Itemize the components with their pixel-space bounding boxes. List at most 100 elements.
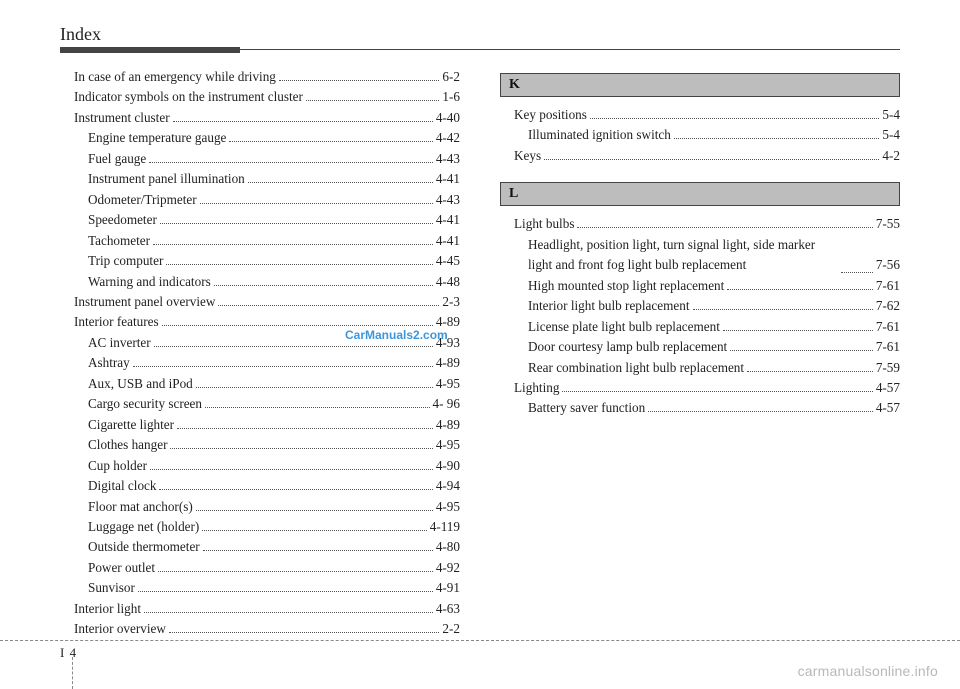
index-entry: Illuminated ignition switch5-4 — [500, 125, 900, 145]
leader-dots — [727, 279, 873, 289]
index-entry-label: Lighting — [514, 378, 559, 398]
index-entry-label: Cargo security screen — [88, 394, 202, 414]
leader-dots — [149, 153, 433, 163]
index-entry-label: Illuminated ignition switch — [528, 125, 671, 145]
index-entry-label: Engine temperature gauge — [88, 128, 226, 148]
index-entry-label: Trip computer — [88, 251, 163, 271]
leader-dots — [590, 109, 880, 119]
index-entry: Warning and indicators4-48 — [60, 272, 460, 292]
index-entry-label: In case of an emergency while driving — [74, 67, 276, 87]
index-entry-page: 4-89 — [436, 353, 460, 373]
index-entry: Cup holder4-90 — [60, 456, 460, 476]
index-entry: Digital clock 4-94 — [60, 476, 460, 496]
index-entry: Key positions5-4 — [500, 105, 900, 125]
index-entry-label: Power outlet — [88, 558, 155, 578]
column-left: In case of an emergency while driving 6-2… — [60, 67, 460, 640]
index-entry: Clothes hanger4-95 — [60, 435, 460, 455]
index-entry-label: Indicator symbols on the instrument clus… — [74, 87, 303, 107]
index-entry-label: Tachometer — [88, 231, 150, 251]
leader-dots — [747, 361, 873, 371]
index-entry-page: 7-62 — [876, 296, 900, 316]
index-entry-page: 4-94 — [436, 476, 460, 496]
index-entry-page: 7-56 — [876, 255, 900, 275]
leader-dots — [159, 480, 432, 490]
index-entry-page: 6-2 — [442, 67, 460, 87]
section-header: K — [500, 73, 900, 97]
leader-dots — [150, 459, 433, 469]
leader-dots — [153, 234, 433, 244]
index-entry-label: Instrument panel illumination — [88, 169, 245, 189]
index-entry-page: 4-89 — [436, 415, 460, 435]
index-entry-label: Odometer/Tripmeter — [88, 190, 197, 210]
leader-dots — [648, 402, 873, 412]
header-rule — [60, 47, 900, 55]
page: Index In case of an emergency while driv… — [0, 0, 960, 689]
footer-site: carmanualsonline.info — [798, 663, 938, 679]
leader-dots — [730, 341, 873, 351]
leader-dots — [200, 193, 433, 203]
index-entry-label: Ashtray — [88, 353, 130, 373]
index-entry-page: 4-80 — [436, 537, 460, 557]
leader-dots — [306, 91, 439, 101]
index-entry-page: 7-61 — [876, 276, 900, 296]
index-entry-label: Luggage net (holder) — [88, 517, 199, 537]
index-entry-label: Door courtesy lamp bulb replacement — [528, 337, 727, 357]
leader-dots — [279, 71, 440, 81]
leader-dots — [158, 562, 433, 572]
index-entry-label: Key positions — [514, 105, 587, 125]
index-entry: License plate light bulb replacement7-61 — [500, 317, 900, 337]
index-entry: AC inverter4-93 — [60, 333, 460, 353]
index-entry-label: Sunvisor — [88, 578, 135, 598]
index-entry-label: Interior overview — [74, 619, 166, 639]
leader-dots — [693, 300, 873, 310]
index-entry: Ashtray 4-89 — [60, 353, 460, 373]
index-entry-page: 4-42 — [436, 128, 460, 148]
footer-left-dash — [72, 657, 73, 689]
index-entry-label: Fuel gauge — [88, 149, 146, 169]
footer-rule — [0, 640, 960, 641]
column-right: K Key positions5-4Illuminated ignition sw… — [500, 67, 900, 640]
leader-dots — [162, 316, 433, 326]
index-entry-page: 4-91 — [436, 578, 460, 598]
index-entry-page: 4-43 — [436, 149, 460, 169]
index-entry-label: Cup holder — [88, 456, 147, 476]
index-entry-label: High mounted stop light replacement — [528, 276, 724, 296]
index-entry-page: 2-2 — [442, 619, 460, 639]
index-entry-label: Floor mat anchor(s) — [88, 497, 193, 517]
index-entry: High mounted stop light replacement 7-61 — [500, 276, 900, 296]
index-entry: Instrument cluster4-40 — [60, 108, 460, 128]
index-entry: Aux, USB and iPod4-95 — [60, 374, 460, 394]
index-entry-label: Rear combination light bulb replacement — [528, 358, 744, 378]
leader-dots — [173, 112, 433, 122]
leader-dots — [196, 500, 433, 510]
leader-dots — [202, 521, 426, 531]
index-entry-label: Battery saver function — [528, 398, 645, 418]
index-entry-page: 4-95 — [436, 497, 460, 517]
index-entry: Interior overview 2-2 — [60, 619, 460, 639]
header-title: Index — [60, 24, 900, 45]
index-entry: Engine temperature gauge 4-42 — [60, 128, 460, 148]
index-entry: Lighting4-57 — [500, 378, 900, 398]
index-entry-page: 4-40 — [436, 108, 460, 128]
index-entry-page: 2-3 — [442, 292, 460, 312]
footer-page-number: I 4 — [60, 645, 76, 661]
index-entry-page: 4-41 — [436, 210, 460, 230]
index-entry-page: 4-93 — [436, 333, 460, 353]
index-entry-page: 4-43 — [436, 190, 460, 210]
index-entry: Headlight, position light, turn signal l… — [500, 235, 900, 276]
leader-dots — [248, 173, 433, 183]
index-entry: Cigarette lighter4-89 — [60, 415, 460, 435]
index-entry: Cargo security screen4- 96 — [60, 394, 460, 414]
index-entry-page: 4-41 — [436, 169, 460, 189]
leader-dots — [544, 150, 879, 160]
index-entry: Outside thermometer4-80 — [60, 537, 460, 557]
index-entry-label: Digital clock — [88, 476, 156, 496]
leader-dots — [205, 398, 430, 408]
index-entry: Power outlet4-92 — [60, 558, 460, 578]
section-header: L — [500, 182, 900, 206]
index-entry: Luggage net (holder)4-119 — [60, 517, 460, 537]
index-entry-page: 4-41 — [436, 231, 460, 251]
index-entry-page: 1-6 — [442, 87, 460, 107]
index-entry-page: 4-95 — [436, 374, 460, 394]
index-entry: Interior light4-63 — [60, 599, 460, 619]
